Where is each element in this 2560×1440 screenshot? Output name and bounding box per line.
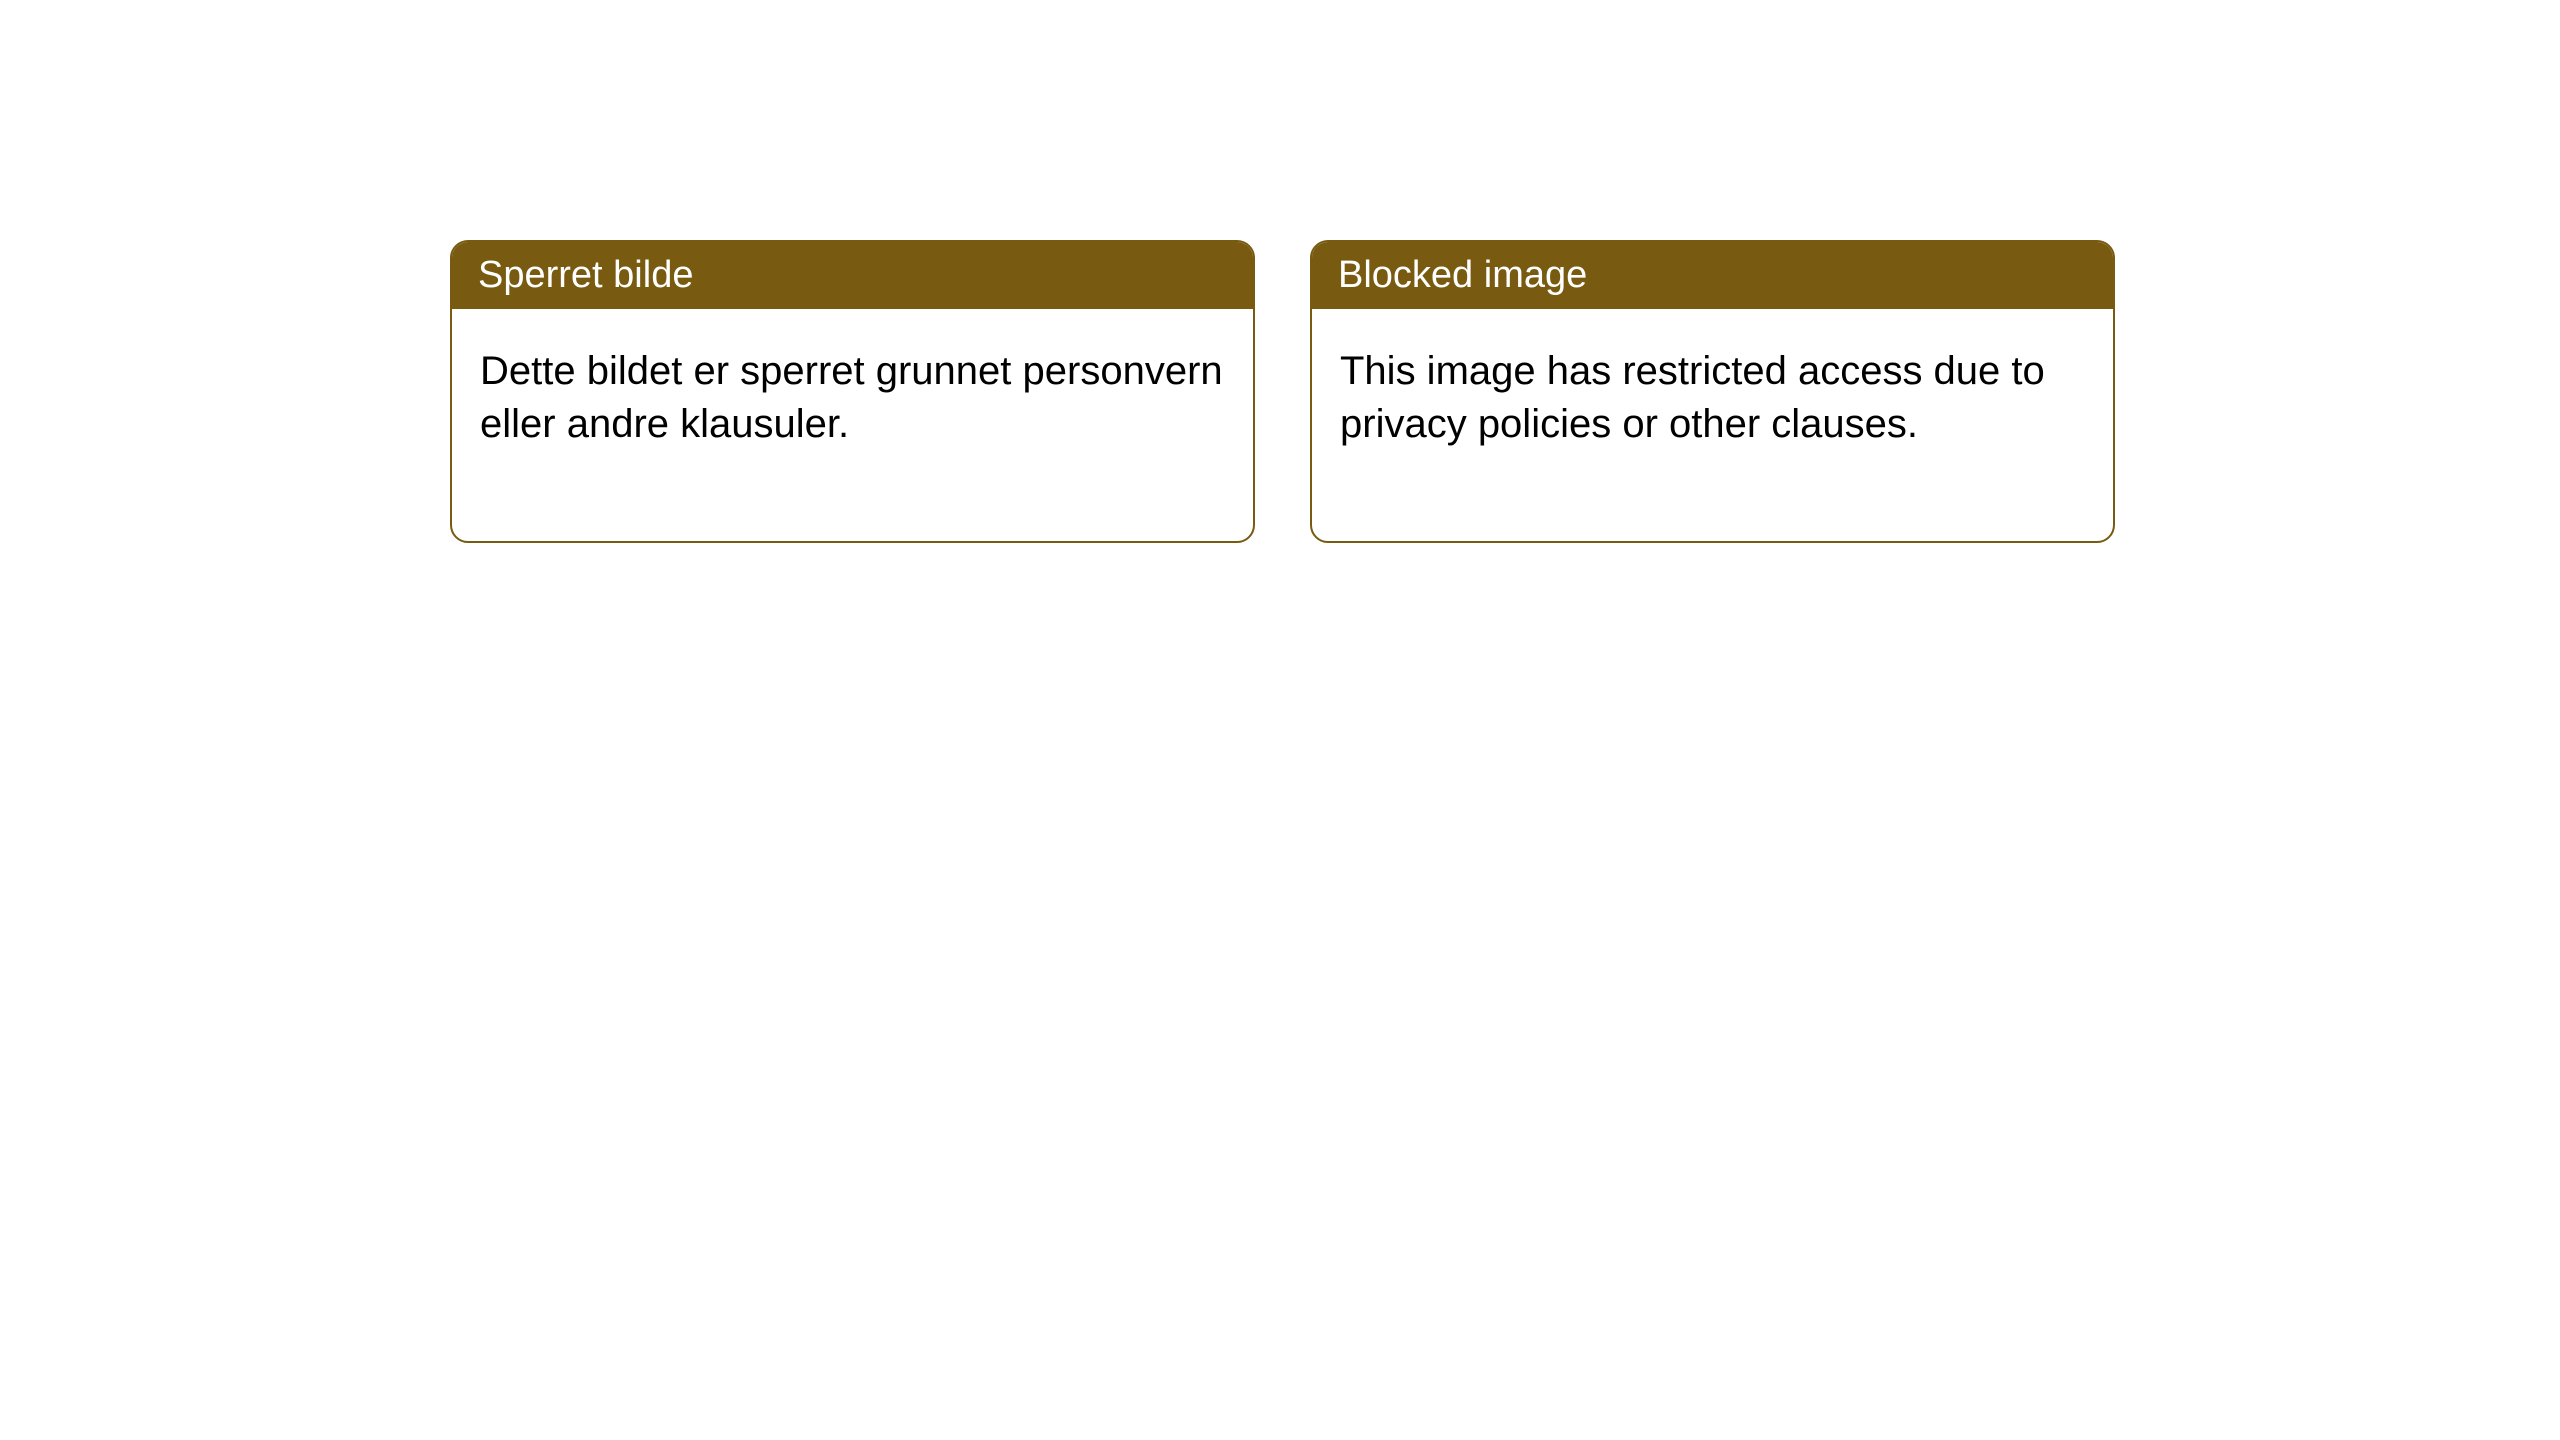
card-body: Dette bildet er sperret grunnet personve… xyxy=(452,309,1253,541)
card-title: Blocked image xyxy=(1338,254,1587,296)
card-container: Sperret bilde Dette bildet er sperret gr… xyxy=(0,0,2560,543)
card-header: Sperret bilde xyxy=(452,242,1253,309)
card-body: This image has restricted access due to … xyxy=(1312,309,2113,541)
blocked-image-card-no: Sperret bilde Dette bildet er sperret gr… xyxy=(450,240,1255,543)
card-header: Blocked image xyxy=(1312,242,2113,309)
blocked-image-card-en: Blocked image This image has restricted … xyxy=(1310,240,2115,543)
card-body-text: This image has restricted access due to … xyxy=(1340,349,2045,446)
card-body-text: Dette bildet er sperret grunnet personve… xyxy=(480,349,1223,446)
card-title: Sperret bilde xyxy=(478,254,693,296)
